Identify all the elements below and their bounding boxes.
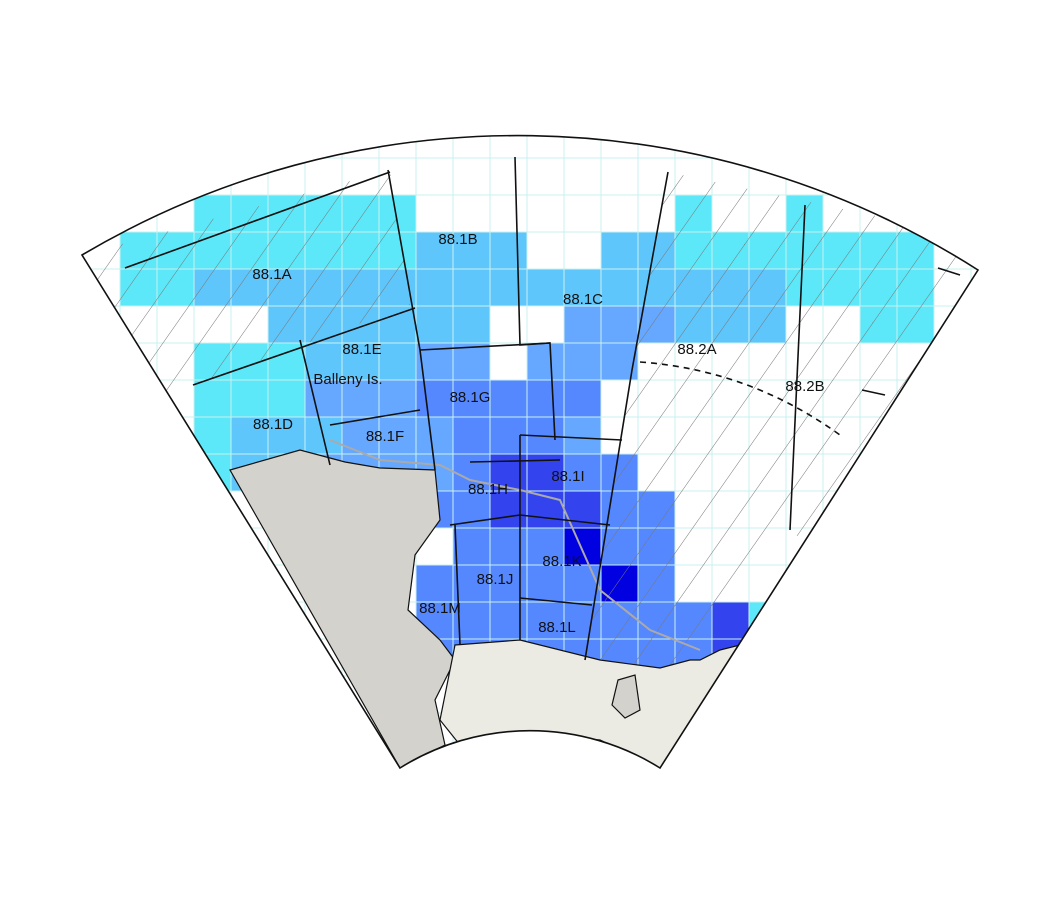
cell [453, 380, 491, 418]
cell [453, 528, 491, 566]
cell [564, 306, 602, 344]
cell [231, 380, 269, 418]
cell [416, 380, 454, 418]
region-label: 88.1B [438, 231, 477, 248]
cell [416, 269, 454, 307]
cell [527, 269, 565, 307]
cell [379, 417, 417, 455]
cell [416, 417, 454, 455]
cell [342, 343, 380, 381]
cell [490, 491, 528, 529]
ice-feature [611, 674, 641, 719]
region-label: 88.2B [785, 378, 824, 395]
region-label: 88.1J [477, 571, 514, 588]
cell [601, 306, 639, 344]
region-label: 88.1D [253, 416, 293, 433]
region-label: 88.1I [551, 468, 584, 485]
cell [564, 454, 602, 492]
cell [527, 343, 565, 381]
cell [453, 306, 491, 344]
cell [379, 343, 417, 381]
region-label: 88.1E [342, 341, 381, 358]
cell [490, 528, 528, 566]
cell [564, 380, 602, 418]
region-label: 88.1G [450, 389, 491, 406]
cell [564, 528, 602, 566]
cell [564, 269, 602, 307]
region-label: 88.1K [542, 553, 581, 570]
cell [416, 232, 454, 270]
cell [416, 306, 454, 344]
cell [231, 417, 269, 455]
cell [490, 602, 528, 640]
cell [453, 565, 491, 603]
cell [527, 602, 565, 640]
cell [490, 565, 528, 603]
region-label: 88.1A [252, 266, 291, 283]
cell [601, 269, 639, 307]
cell [268, 417, 306, 455]
cell [527, 528, 565, 566]
region-label: 88.1F [366, 428, 404, 445]
cell [453, 454, 491, 492]
region-label: 88.1M [419, 600, 461, 617]
region-label: 88.1L [538, 619, 576, 636]
cell [194, 417, 232, 455]
cell [305, 343, 343, 381]
cell [453, 343, 491, 381]
cell [453, 232, 491, 270]
cell [527, 380, 565, 418]
cell [601, 232, 639, 270]
cell [194, 380, 232, 418]
region-label: 88.1H [468, 481, 508, 498]
cell [453, 269, 491, 307]
place-label: Balleny Is. [313, 371, 382, 388]
boundaries [80, 134, 980, 770]
cell [490, 232, 528, 270]
cell [564, 417, 602, 455]
cell [416, 565, 454, 603]
cell [564, 343, 602, 381]
region-label: 88.2A [677, 341, 716, 358]
cell [453, 417, 491, 455]
land [229, 449, 456, 768]
cell [342, 380, 380, 418]
cell [490, 380, 528, 418]
cell [527, 565, 565, 603]
cell [268, 380, 306, 418]
region-label: 88.1C [563, 291, 603, 308]
cell [490, 269, 528, 307]
